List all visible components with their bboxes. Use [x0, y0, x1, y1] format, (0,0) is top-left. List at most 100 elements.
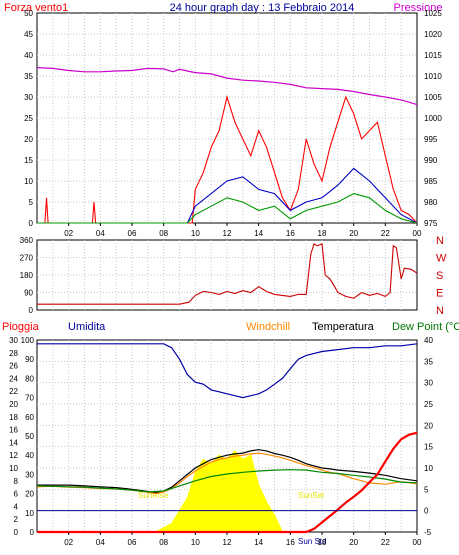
dir-y-tick-label: 270: [20, 254, 34, 263]
rain-y-tick-label: 16: [9, 426, 18, 435]
marks-layer: [36, 67, 418, 534]
dewpoint-line: [36, 469, 418, 493]
pressure-y-tick-label: 990: [424, 156, 438, 165]
pressure-y-tick-label: 1020: [424, 30, 442, 39]
rain-y-tick-label: 0: [14, 528, 19, 537]
pressure-y-tick-label: 1005: [424, 93, 442, 102]
wind-series-line: [37, 193, 418, 224]
rain-y-tick-label: 28: [9, 349, 18, 358]
dir-y-tick-label: 180: [20, 271, 34, 280]
bottom-x-tick-label: 06: [128, 538, 137, 547]
pressure-y-tick-label: 975: [424, 219, 438, 228]
humidity-axis-title: Umidita: [68, 321, 106, 333]
compass-label: N: [436, 305, 444, 317]
wind-y-tick-label: 20: [24, 135, 33, 144]
humidity-y-tick-label: 90: [25, 355, 34, 364]
temperature-y-tick-label: 25: [424, 400, 433, 409]
compass-label: W: [436, 253, 447, 265]
bottom-x-tick-label: 00: [413, 538, 422, 547]
wind-y-tick-label: 40: [24, 51, 33, 60]
top-x-tick-label: 20: [349, 229, 358, 238]
rain-y-tick-label: 6: [14, 490, 19, 499]
sunstd-annotation: Sun Std: [298, 537, 326, 546]
pressure-y-tick-label: 1015: [424, 51, 442, 60]
temperature-y-tick-label: 35: [424, 357, 433, 366]
wind-y-tick-label: 30: [24, 93, 33, 102]
rain-y-tick-label: 10: [9, 464, 18, 473]
pressure-y-tick-label: 995: [424, 135, 438, 144]
top-x-tick-label: 22: [381, 229, 390, 238]
temperature-y-tick-label: 15: [424, 443, 433, 452]
humidity-y-tick-label: 70: [25, 394, 34, 403]
bottom-x-tick-label: 02: [64, 538, 73, 547]
top-x-tick-label: 16: [286, 229, 295, 238]
rain-y-tick-label: 4: [14, 502, 19, 511]
humidity-y-tick-label: 40: [25, 451, 34, 460]
bottom-x-tick-label: 14: [254, 538, 263, 547]
wind-direction-line: [37, 243, 418, 305]
top-x-tick-label: 14: [254, 229, 263, 238]
grid-layer: [37, 13, 417, 532]
pressure-axis-title: Pressione: [394, 2, 443, 14]
temperature-y-tick-label: 0: [424, 507, 429, 516]
humidity-y-tick-label: 10: [25, 509, 34, 518]
humidity-y-tick-label: 50: [25, 432, 34, 441]
temperature-label: Temperatura: [312, 321, 375, 333]
top-x-tick-label: 10: [191, 229, 200, 238]
wind-y-tick-label: 0: [29, 219, 34, 228]
wind-axis-title: Forza vento1: [4, 2, 68, 14]
ticks-layer: 0510152025303540455097598098599099510001…: [9, 9, 447, 547]
temperature-y-tick-label: 20: [424, 421, 433, 430]
wind-y-tick-label: 25: [24, 114, 33, 123]
rain-y-tick-label: 26: [9, 362, 18, 371]
chart-title: 24 hour graph day : 13 Febbraio 2014: [170, 2, 355, 14]
temperature-y-tick-label: 5: [424, 485, 429, 494]
pressure-line: [36, 67, 418, 106]
rain-y-tick-label: 2: [14, 515, 19, 524]
wind-y-tick-label: 15: [24, 156, 33, 165]
pressure-y-tick-label: 985: [424, 177, 438, 186]
humidity-y-tick-label: 20: [25, 490, 34, 499]
top-x-tick-label: 02: [64, 229, 73, 238]
rain-y-tick-label: 24: [9, 374, 18, 383]
dir-y-tick-label: 360: [20, 236, 34, 245]
bottom-x-tick-label: 12: [223, 538, 232, 547]
pressure-y-tick-label: 1010: [424, 72, 442, 81]
rain-line: [37, 431, 418, 534]
rain-y-tick-label: 20: [9, 400, 18, 409]
temperature-line: [37, 449, 418, 494]
bottom-x-tick-label: 08: [159, 538, 168, 547]
humidity-y-tick-label: 0: [30, 528, 35, 537]
top-x-tick-label: 18: [318, 229, 327, 238]
compass-label: E: [436, 288, 443, 300]
humidity-y-tick-label: 80: [25, 374, 34, 383]
rain-y-tick-label: 18: [9, 413, 18, 422]
top-x-tick-label: 04: [96, 229, 105, 238]
wind-y-tick-label: 10: [24, 177, 33, 186]
rain-y-tick-label: 8: [14, 477, 19, 486]
wind-y-tick-label: 50: [24, 9, 33, 18]
top-x-tick-label: 00: [413, 229, 422, 238]
pressure-y-tick-label: 1000: [424, 114, 442, 123]
temperature-y-tick-label: 40: [424, 336, 433, 345]
top-x-tick-label: 06: [128, 229, 137, 238]
wind-y-tick-label: 35: [24, 72, 33, 81]
rain-axis-title: Pioggia: [2, 321, 40, 333]
rain-y-tick-label: 30: [9, 336, 18, 345]
bottom-x-tick-label: 22: [381, 538, 390, 547]
windchill-label: Windchill: [246, 321, 290, 333]
rain-y-tick-label: 22: [9, 387, 18, 396]
bottom-x-tick-label: 18: [318, 538, 327, 547]
humidity-line: [37, 343, 418, 399]
rain-y-tick-label: 12: [9, 451, 18, 460]
sun-radiation-area: [155, 450, 284, 533]
bottom-x-tick-label: 04: [96, 538, 105, 547]
temperature-y-tick-label: 30: [424, 379, 433, 388]
compass-label: N: [436, 235, 444, 247]
dewpoint-label: Dew Point (°C: [392, 321, 459, 333]
top-x-tick-label: 12: [223, 229, 232, 238]
dir-y-tick-label: 0: [29, 306, 34, 315]
compass-label: S: [436, 270, 443, 282]
pressure-y-tick-label: 980: [424, 198, 438, 207]
